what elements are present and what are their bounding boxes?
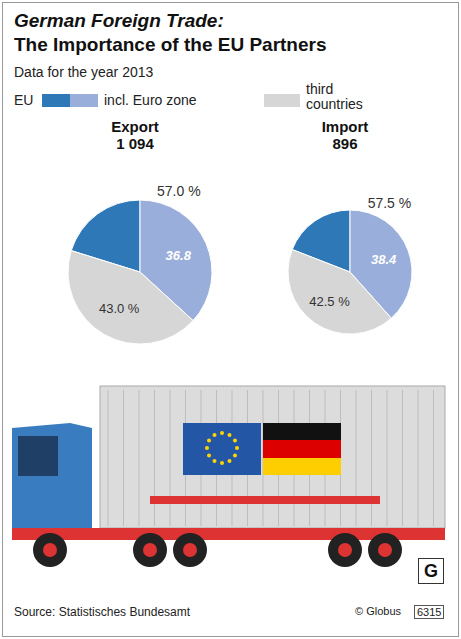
- svg-text:38.4: 38.4: [371, 252, 397, 267]
- html-text:6315: 6315: [417, 606, 442, 618]
- html-text:G: G: [424, 561, 438, 581]
- html-text:The Importance of the EU Partn: The Importance of the EU Partners: [14, 34, 327, 55]
- html-text:Import: Import: [321, 118, 369, 135]
- html-text:57.0 %: 57.0 %: [157, 182, 201, 199]
- html-text:EU: EU: [14, 92, 34, 108]
- html-text:1 094: 1 094: [116, 135, 154, 152]
- html-text:third countries: third countries: [306, 81, 363, 112]
- svg-text:36.8: 36.8: [166, 248, 192, 263]
- html-text:German Foreign Trade:: German Foreign Trade:: [14, 10, 224, 31]
- html-text:incl. Euro zone: incl. Euro zone: [104, 92, 197, 108]
- html-text:896: 896: [332, 135, 358, 152]
- html-text:Source: Statistisches Bundesam: Source: Statistisches Bundesamt: [14, 605, 191, 619]
- svg-text:43.0 %: 43.0 %: [99, 301, 140, 316]
- html-text:Data for the year 2013: Data for the year 2013: [14, 64, 154, 80]
- html-text:57.5 %: 57.5 %: [367, 194, 412, 211]
- html-text:© Globus: © Globus: [355, 605, 401, 617]
- svg-text:42.5 %: 42.5 %: [309, 294, 350, 309]
- html-text:Export: Export: [111, 118, 159, 135]
